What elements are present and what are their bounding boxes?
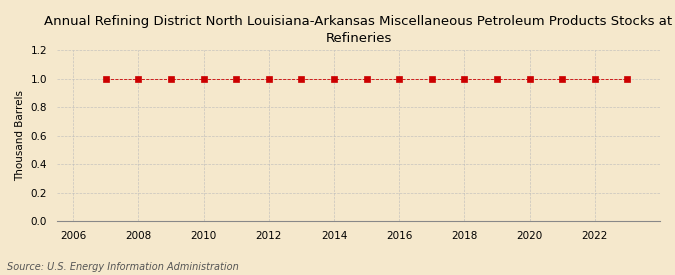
Title: Annual Refining District North Louisiana-Arkansas Miscellaneous Petroleum Produc: Annual Refining District North Louisiana… xyxy=(45,15,672,45)
Y-axis label: Thousand Barrels: Thousand Barrels xyxy=(15,90,25,181)
Text: Source: U.S. Energy Information Administration: Source: U.S. Energy Information Administ… xyxy=(7,262,238,272)
